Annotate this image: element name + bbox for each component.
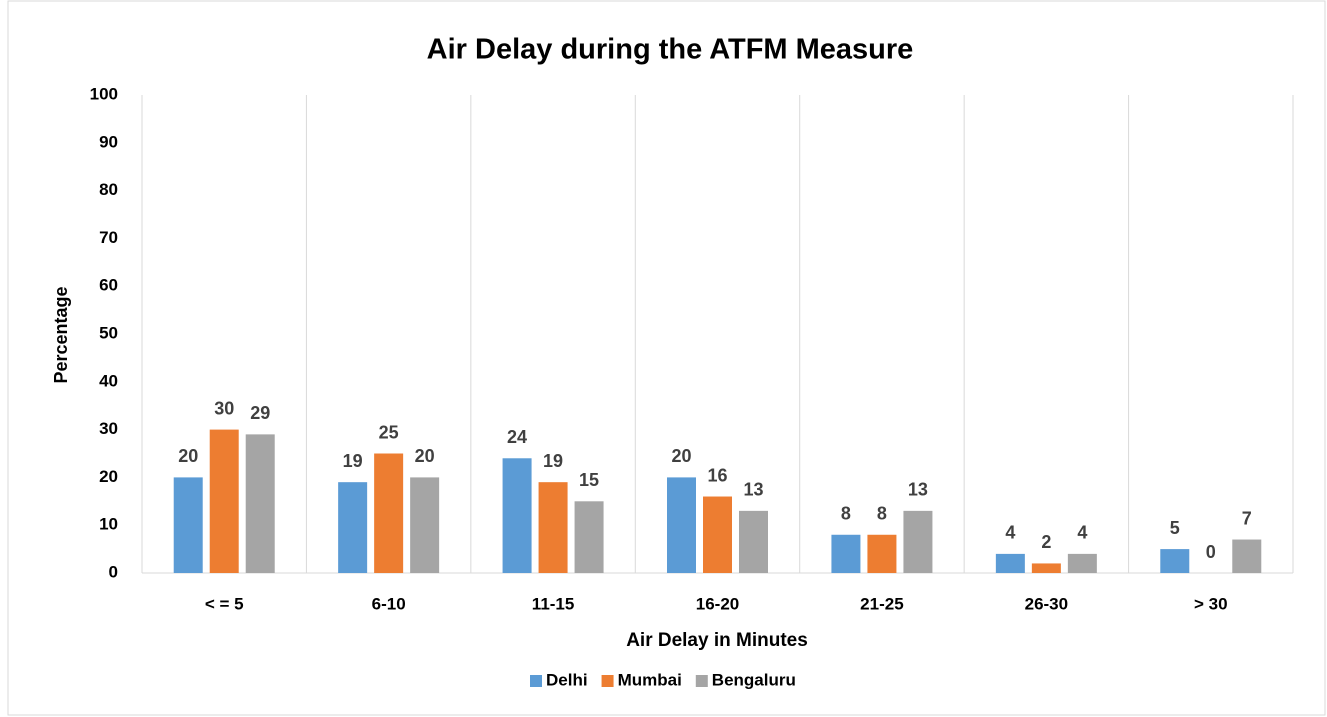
x-tick-label: < = 5 xyxy=(205,594,244,613)
bar xyxy=(831,534,861,573)
bar xyxy=(173,477,203,573)
x-tick-label: 26-30 xyxy=(1025,594,1068,613)
data-label: 19 xyxy=(343,451,363,471)
bar xyxy=(338,482,368,573)
data-label: 25 xyxy=(379,422,399,442)
data-label: 5 xyxy=(1170,518,1180,538)
data-label: 29 xyxy=(250,403,270,423)
data-label: 0 xyxy=(1206,542,1216,562)
data-label: 16 xyxy=(707,465,727,485)
bar xyxy=(1067,553,1097,573)
x-tick-label: 21-25 xyxy=(860,594,903,613)
bar xyxy=(1031,563,1061,573)
bar xyxy=(903,510,933,573)
bar xyxy=(502,458,532,573)
bar xyxy=(1232,539,1262,573)
data-label: 20 xyxy=(671,446,691,466)
bar xyxy=(574,501,604,573)
x-tick-label: 11-15 xyxy=(532,594,575,613)
chart-title: Air Delay during the ATFM Measure xyxy=(427,34,914,66)
chart-border xyxy=(7,0,1326,716)
data-label: 30 xyxy=(214,398,234,418)
bar xyxy=(867,534,897,573)
y-tick-label: 50 xyxy=(99,323,118,342)
legend-swatch xyxy=(601,675,614,687)
y-tick-label: 70 xyxy=(99,228,118,247)
data-label: 7 xyxy=(1242,508,1252,528)
legend-swatch xyxy=(530,675,542,687)
y-tick-label: 30 xyxy=(99,419,118,438)
y-tick-label: 0 xyxy=(109,562,118,581)
y-tick-label: 10 xyxy=(99,515,118,534)
bar xyxy=(1160,549,1190,573)
bar xyxy=(538,482,568,573)
data-label: 20 xyxy=(415,446,435,466)
bar xyxy=(703,496,732,573)
data-label: 19 xyxy=(543,451,563,471)
data-label: 4 xyxy=(1005,523,1015,543)
y-tick-label: 40 xyxy=(99,371,118,390)
bar xyxy=(374,453,404,573)
legend-label: Delhi xyxy=(546,670,588,689)
bar xyxy=(995,553,1025,573)
y-tick-label: 80 xyxy=(99,180,118,199)
y-tick-label: 90 xyxy=(99,132,118,151)
data-label: 8 xyxy=(841,504,851,524)
legend-label: Mumbai xyxy=(618,670,682,689)
bar xyxy=(410,477,440,573)
data-label: 13 xyxy=(908,480,928,500)
x-tick-label: > 30 xyxy=(1194,594,1228,613)
bar xyxy=(667,477,696,573)
data-label: 4 xyxy=(1077,523,1087,543)
x-tick-label: 16-20 xyxy=(696,594,739,613)
bar xyxy=(245,434,275,573)
data-label: 2 xyxy=(1041,532,1051,552)
x-tick-label: 6-10 xyxy=(372,594,406,613)
legend-swatch xyxy=(695,675,708,687)
data-label: 8 xyxy=(877,504,887,524)
x-axis-title: Air Delay in Minutes xyxy=(626,630,808,651)
bar xyxy=(209,429,239,573)
data-label: 15 xyxy=(579,470,599,490)
data-label: 24 xyxy=(507,427,527,447)
y-tick-label: 60 xyxy=(99,276,118,295)
data-label: 13 xyxy=(743,480,763,500)
y-axis-title: Percentage xyxy=(51,286,71,383)
data-label: 20 xyxy=(178,446,198,466)
y-tick-label: 20 xyxy=(99,467,118,486)
legend-label: Bengaluru xyxy=(712,670,796,689)
bar xyxy=(739,510,768,573)
y-tick-label: 100 xyxy=(90,84,118,103)
